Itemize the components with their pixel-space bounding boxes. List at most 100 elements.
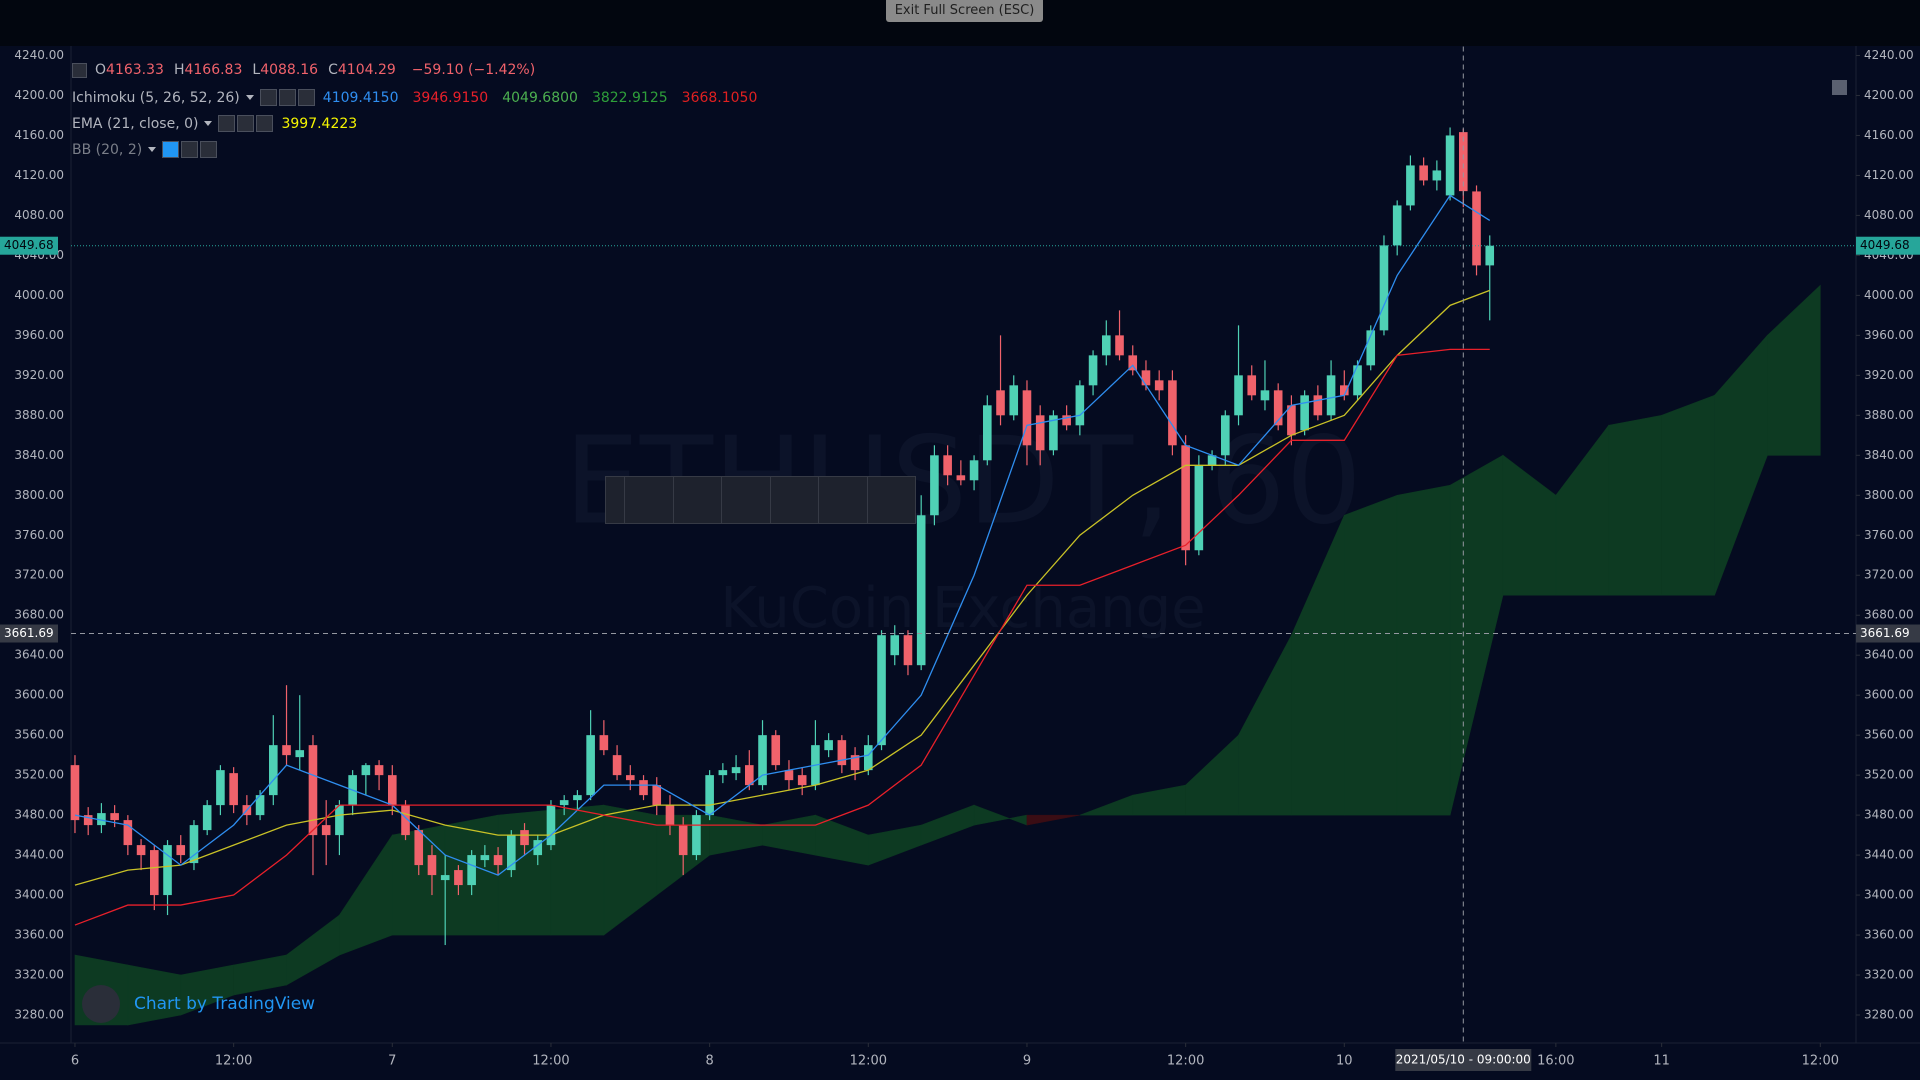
collapse-icon[interactable]	[72, 62, 87, 78]
candle-body	[295, 750, 305, 758]
branding[interactable]: Chart by TradingView	[82, 985, 315, 1023]
candle-body	[1419, 165, 1428, 181]
y-tick-label: 3480.00	[14, 808, 64, 822]
y-tick-label: 3920.00	[14, 368, 64, 382]
cloud-segment	[1661, 394, 1715, 596]
indicator-control[interactable]	[181, 141, 199, 158]
candle-body	[824, 740, 833, 751]
indicator-control[interactable]	[218, 115, 236, 132]
x-tick-label: 6	[71, 1054, 79, 1069]
candle-body	[903, 635, 913, 666]
candle-body	[163, 845, 172, 896]
indicator-control[interactable]	[256, 115, 274, 132]
candle-body	[1353, 365, 1362, 396]
indicator-legend: BB (20, 2)	[72, 141, 219, 158]
indicator-control[interactable]	[297, 89, 315, 106]
y-tick-label: 3560.00	[1864, 728, 1914, 742]
candle-body	[454, 870, 463, 886]
candle-body	[374, 765, 384, 776]
y-tick-label: 3320.00	[1864, 968, 1914, 982]
candle-body	[1287, 405, 1296, 436]
y-tick-label: 4200.00	[14, 88, 64, 102]
indicator-control[interactable]	[278, 89, 296, 106]
crosshair-price-tag	[0, 624, 58, 643]
cloud-segment	[1767, 284, 1821, 456]
last-price-label: 4049.68	[1860, 238, 1910, 252]
candle-body	[943, 455, 952, 476]
y-tick-label: 4160.00	[1864, 128, 1914, 142]
tool-button[interactable]	[672, 477, 722, 523]
tool-button[interactable]	[624, 477, 673, 523]
branding-text: Chart by TradingView	[134, 994, 316, 1014]
candle-body	[189, 825, 199, 864]
exit-fullscreen-button[interactable]: Exit Full Screen (ESC)	[886, 0, 1043, 22]
y-tick-label: 3360.00	[1864, 928, 1914, 942]
candle-body	[1049, 415, 1058, 451]
crosshair-price-label: 3661.69	[4, 626, 54, 640]
candle-body	[1035, 415, 1045, 451]
candle-body	[1009, 385, 1019, 416]
indicator-value: 3997.4223	[281, 115, 358, 132]
candle-body	[692, 815, 701, 856]
y-tick-label: 4000.00	[14, 288, 64, 302]
candle-body	[1432, 170, 1442, 181]
tool-button[interactable]	[769, 477, 819, 523]
indicator-line	[74, 348, 1490, 926]
candle-body	[1154, 380, 1164, 391]
candle-body	[784, 770, 794, 781]
candle-body	[1300, 395, 1309, 431]
y-tick-label: 3680.00	[1864, 608, 1914, 622]
candle-body	[1221, 415, 1230, 456]
candle-body	[70, 765, 80, 821]
y-tick-label: 3640.00	[1864, 648, 1914, 662]
candle-body	[797, 775, 807, 786]
candle-body	[110, 813, 119, 821]
ohlc-legend: O4163.33 H4166.83 L4088.16 C4104.29 −59.10 …	[72, 62, 535, 78]
indicator-value: 3822.9125	[591, 89, 668, 106]
candle-body	[745, 765, 754, 786]
y-tick-label: 3360.00	[14, 928, 64, 942]
y-tick-label: 4160.00	[14, 128, 64, 142]
candle-body	[202, 805, 212, 831]
candle-body	[1366, 330, 1376, 366]
candle-body	[361, 765, 371, 776]
candle-body	[507, 835, 516, 871]
drag-handle[interactable]	[606, 477, 624, 523]
candle-body	[1194, 465, 1204, 551]
y-tick-label: 3720.00	[14, 568, 64, 582]
ohlc-value: 4088.16	[260, 62, 319, 78]
indicator-legend: Ichimoku (5, 26, 52, 26) 4109.4150 3946.91…	[72, 89, 765, 106]
candle-body	[864, 745, 873, 771]
candle-body	[1234, 375, 1243, 416]
candle-body	[1062, 415, 1071, 426]
y-tick-label: 3680.00	[14, 608, 64, 622]
candle-body	[414, 830, 424, 866]
ohlc-key: L	[252, 62, 261, 78]
y-tick-label: 4200.00	[1864, 88, 1914, 102]
candle-body	[758, 735, 767, 786]
candle-body	[83, 815, 93, 826]
scroll-icon[interactable]	[1832, 80, 1847, 95]
candle-body	[837, 740, 847, 766]
candle-body	[1168, 380, 1177, 446]
dropdown-icon	[148, 147, 157, 152]
candle-body	[255, 795, 265, 816]
candle-body	[97, 813, 106, 826]
candle-body	[269, 745, 278, 796]
tool-button[interactable]	[721, 477, 770, 523]
cloud-segment	[1396, 484, 1451, 816]
y-tick-label: 3720.00	[1864, 568, 1914, 582]
y-tick-label: 3880.00	[14, 408, 64, 422]
dropdown-icon	[245, 95, 254, 100]
watermark-exchange: KuCoin Exchange	[720, 576, 1205, 641]
tool-button[interactable]	[866, 477, 916, 523]
candle-body	[890, 635, 900, 656]
indicator-control[interactable]	[237, 115, 255, 132]
candle-body	[665, 805, 675, 826]
tool-button[interactable]	[818, 477, 867, 523]
indicator-control[interactable]	[259, 89, 277, 106]
last-price-tag	[1856, 236, 1920, 255]
indicator-control[interactable]	[162, 141, 180, 158]
indicator-control[interactable]	[200, 141, 218, 158]
